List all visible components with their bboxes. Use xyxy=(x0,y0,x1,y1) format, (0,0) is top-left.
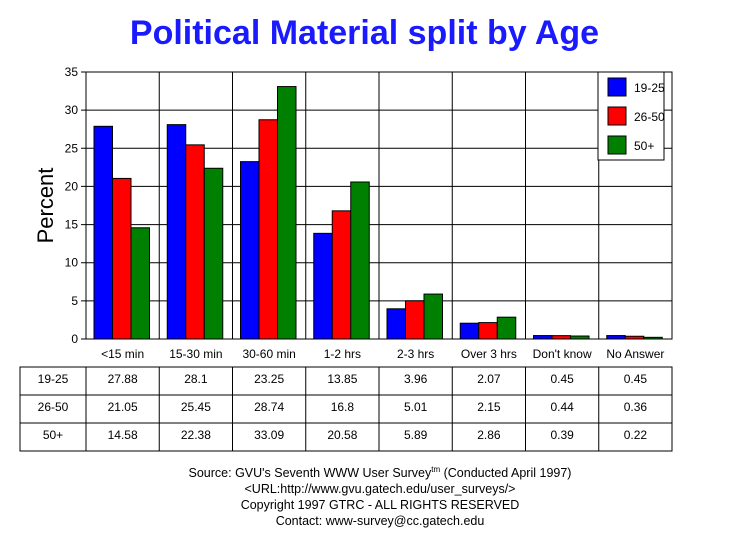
bar xyxy=(496,316,517,340)
table-cell: 2.07 xyxy=(477,372,501,386)
bar xyxy=(185,144,205,340)
table-cell: 0.39 xyxy=(550,428,574,442)
table-cell: 5.89 xyxy=(404,428,428,442)
table-cell: 28.1 xyxy=(184,372,208,386)
legend-label: 26-50 xyxy=(634,110,665,124)
table-cell: 23.25 xyxy=(254,372,284,386)
conducted-text: (Conducted April 1997) xyxy=(440,466,572,481)
y-tick-label: 15 xyxy=(65,218,79,232)
chart: 0 5 10 15 20 25 30 35 Percent <15 min 15-30 min 30-… xyxy=(19,65,673,452)
table-cell: 0.22 xyxy=(624,428,648,442)
table-cell: 0.36 xyxy=(624,400,648,414)
table-cell: 25.45 xyxy=(181,400,211,414)
table-cell: 2.15 xyxy=(477,400,501,414)
x-tick-label: Don't know xyxy=(533,347,592,361)
bar xyxy=(112,177,132,340)
table-cell: 22.38 xyxy=(181,428,211,442)
bar xyxy=(313,232,333,340)
bar xyxy=(240,161,260,340)
table-cell: 28.74 xyxy=(254,400,284,414)
table-cell: 21.05 xyxy=(108,400,138,414)
x-tick-label: 30-60 min xyxy=(242,347,295,361)
y-tick-label: 10 xyxy=(65,256,79,270)
tm-mark: tm xyxy=(431,465,441,474)
bar xyxy=(624,335,645,340)
bar xyxy=(350,181,370,340)
bar xyxy=(203,167,224,340)
legend-label: 50+ xyxy=(634,139,654,153)
table-row-label: 26-50 xyxy=(38,400,69,414)
y-tick-label: 35 xyxy=(65,65,79,79)
data-table xyxy=(19,366,673,452)
table-cell: 0.44 xyxy=(550,400,574,414)
copyright-line: Copyright 1997 GTRC - ALL RIGHTS RESERVE… xyxy=(240,498,520,513)
table-cell: 0.45 xyxy=(550,372,574,386)
y-tick-label: 30 xyxy=(65,103,79,117)
y-tick-label: 25 xyxy=(65,141,79,155)
bar xyxy=(551,335,571,340)
table-cell: 14.58 xyxy=(108,428,138,442)
source-text: Source: GVU's Seventh WWW User Survey xyxy=(188,466,432,481)
chart-title: Political Material split by Age xyxy=(129,14,600,52)
legend-swatch xyxy=(607,135,627,155)
bar xyxy=(130,227,150,340)
table-row-label: 50+ xyxy=(43,428,63,442)
bar xyxy=(93,125,113,340)
x-tick-label: 1-2 hrs xyxy=(324,347,361,361)
bar xyxy=(331,210,352,340)
table-cell: 2.86 xyxy=(477,428,501,442)
x-tick-label: <15 min xyxy=(101,347,144,361)
table-cell: 0.45 xyxy=(624,372,648,386)
y-tick-label: 5 xyxy=(71,294,78,308)
bar xyxy=(405,300,425,340)
x-tick-label: 15-30 min xyxy=(169,347,222,361)
contact-line: Contact: www-survey@cc.gatech.edu xyxy=(275,514,485,529)
y-tick-label: 20 xyxy=(65,179,79,193)
table-cell: 3.96 xyxy=(404,372,428,386)
url-line: <URL:http://www.gvu.gatech.edu/user_surv… xyxy=(244,482,516,497)
bar xyxy=(643,336,663,340)
bar xyxy=(459,322,480,340)
bar xyxy=(277,86,297,340)
bar xyxy=(570,335,590,340)
x-tick-label: Over 3 hrs xyxy=(461,347,517,361)
y-tick-label: 0 xyxy=(71,332,78,346)
table-cell: 16.8 xyxy=(331,400,355,414)
bar xyxy=(606,335,626,340)
bar xyxy=(166,124,187,340)
bar xyxy=(423,293,443,340)
source-line: Source: GVU's Seventh WWW User Surveytm … xyxy=(0,462,729,481)
table-cell: 13.85 xyxy=(327,372,357,386)
x-tick-label: No Answer xyxy=(606,347,664,361)
bar xyxy=(533,335,553,340)
x-tick-label: 2-3 hrs xyxy=(397,347,434,361)
table-cell: 20.58 xyxy=(327,428,357,442)
footer: Source: GVU's Seventh WWW User Surveytm … xyxy=(0,462,729,529)
legend-label: 19-25 xyxy=(634,81,665,95)
y-axis-label: Percent xyxy=(33,168,58,244)
legend-swatch xyxy=(607,77,627,97)
bar xyxy=(478,322,498,340)
table-cell: 5.01 xyxy=(404,400,428,414)
bar xyxy=(258,119,278,340)
table-row-label: 19-25 xyxy=(38,372,69,386)
table-cell: 27.88 xyxy=(108,372,138,386)
bar xyxy=(386,308,406,340)
legend-swatch xyxy=(607,106,627,126)
table-cell: 33.09 xyxy=(254,428,284,442)
